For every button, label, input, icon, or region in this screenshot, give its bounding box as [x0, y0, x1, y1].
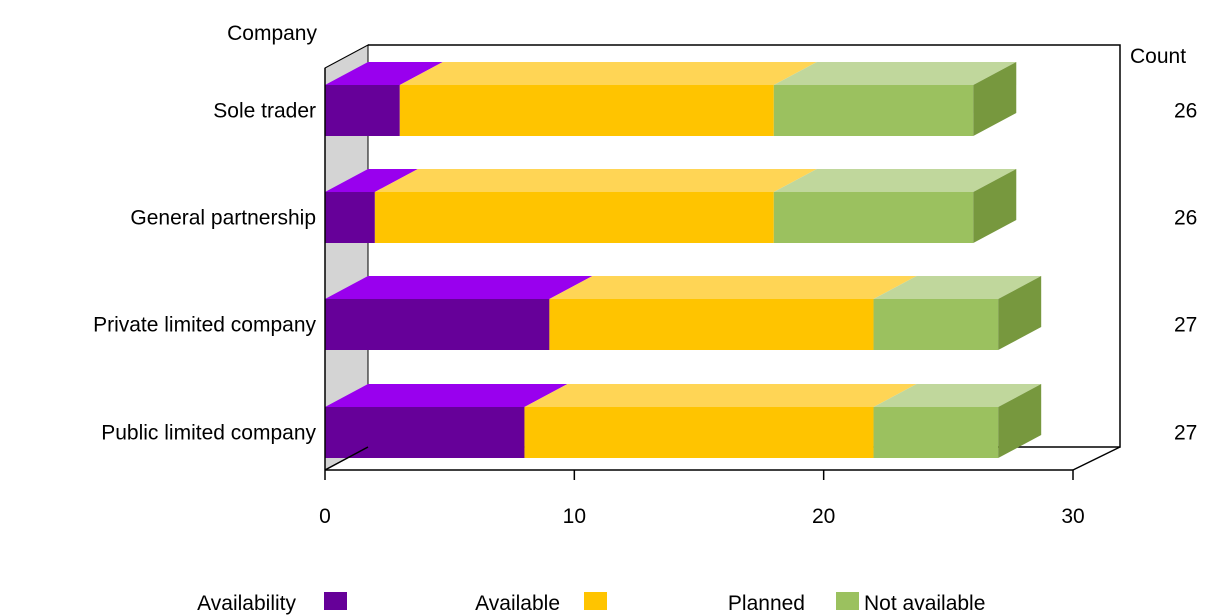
bar-private-limited-company-not-available-side	[998, 276, 1042, 350]
bar-general-partnership-planned-top	[374, 169, 817, 192]
bar-sole-trader-not-available-top	[773, 62, 1017, 85]
bar-general-partnership-planned	[374, 192, 774, 243]
bar-public-limited-company-available-top	[325, 384, 568, 407]
bar-public-limited-company-not-available-side	[998, 384, 1042, 458]
x-tick-label: 10	[563, 505, 586, 528]
x-tick-label: 20	[812, 505, 835, 528]
bar-general-partnership-not-available-top	[773, 169, 1017, 192]
chart-axes: Sole trader 26 General partnership 26 Privat…	[93, 68, 1197, 528]
bar-sole-trader-available-top	[325, 62, 443, 85]
x-tick-label: 0	[319, 505, 331, 528]
category-label: Public limited company	[101, 422, 316, 445]
bar-public-limited-company-planned-top	[524, 384, 917, 407]
count-axis-title: Count	[1130, 45, 1186, 68]
category-label: Private limited company	[93, 314, 316, 337]
bar-general-partnership-available-top	[325, 169, 418, 192]
bar-public-limited-company-available	[325, 407, 525, 458]
y-axis-title: Company	[227, 22, 317, 45]
legend-label-planned: Planned	[728, 592, 805, 615]
legend-swatch-available	[324, 592, 347, 610]
x-tick-label: 30	[1061, 505, 1084, 528]
count-label: 27	[1174, 422, 1197, 445]
legend-label-available: Available	[475, 592, 560, 615]
bar-sole-trader-not-available	[773, 85, 974, 136]
count-label: 26	[1174, 207, 1197, 230]
bar-sole-trader-available	[325, 85, 400, 136]
chart-bars	[325, 62, 1042, 458]
bar-sole-trader-planned-top	[399, 62, 817, 85]
bar-public-limited-company-planned	[524, 407, 874, 458]
floor-right-edge	[1072, 446, 1121, 471]
bar-private-limited-company-not-available-top	[873, 276, 1042, 299]
bar-private-limited-company-planned-top	[549, 276, 917, 299]
bar-public-limited-company-not-available	[873, 407, 999, 458]
bar-general-partnership-not-available	[773, 192, 974, 243]
count-label: 27	[1174, 314, 1197, 337]
floor-left-edge	[324, 446, 369, 471]
legend-swatch-planned	[584, 592, 607, 610]
bar-general-partnership-not-available-side	[973, 169, 1017, 243]
count-label: 26	[1174, 100, 1197, 123]
bar-private-limited-company-planned	[549, 299, 874, 350]
legend: Availability Available Planned Not availab…	[197, 592, 985, 615]
bar-general-partnership-available	[325, 192, 375, 243]
legend-swatch-not-available	[836, 592, 859, 610]
legend-title: Availability	[197, 592, 296, 615]
bar-sole-trader-planned	[399, 85, 774, 136]
bar-public-limited-company-not-available-top	[873, 384, 1042, 407]
legend-label-not-available: Not available	[864, 592, 985, 615]
category-label: General partnership	[130, 207, 316, 230]
bar-private-limited-company-available-top	[325, 276, 593, 299]
bar-private-limited-company-available	[325, 299, 550, 350]
category-label: Sole trader	[213, 100, 316, 123]
bar-private-limited-company-not-available	[873, 299, 999, 350]
bar-sole-trader-not-available-side	[973, 62, 1017, 136]
